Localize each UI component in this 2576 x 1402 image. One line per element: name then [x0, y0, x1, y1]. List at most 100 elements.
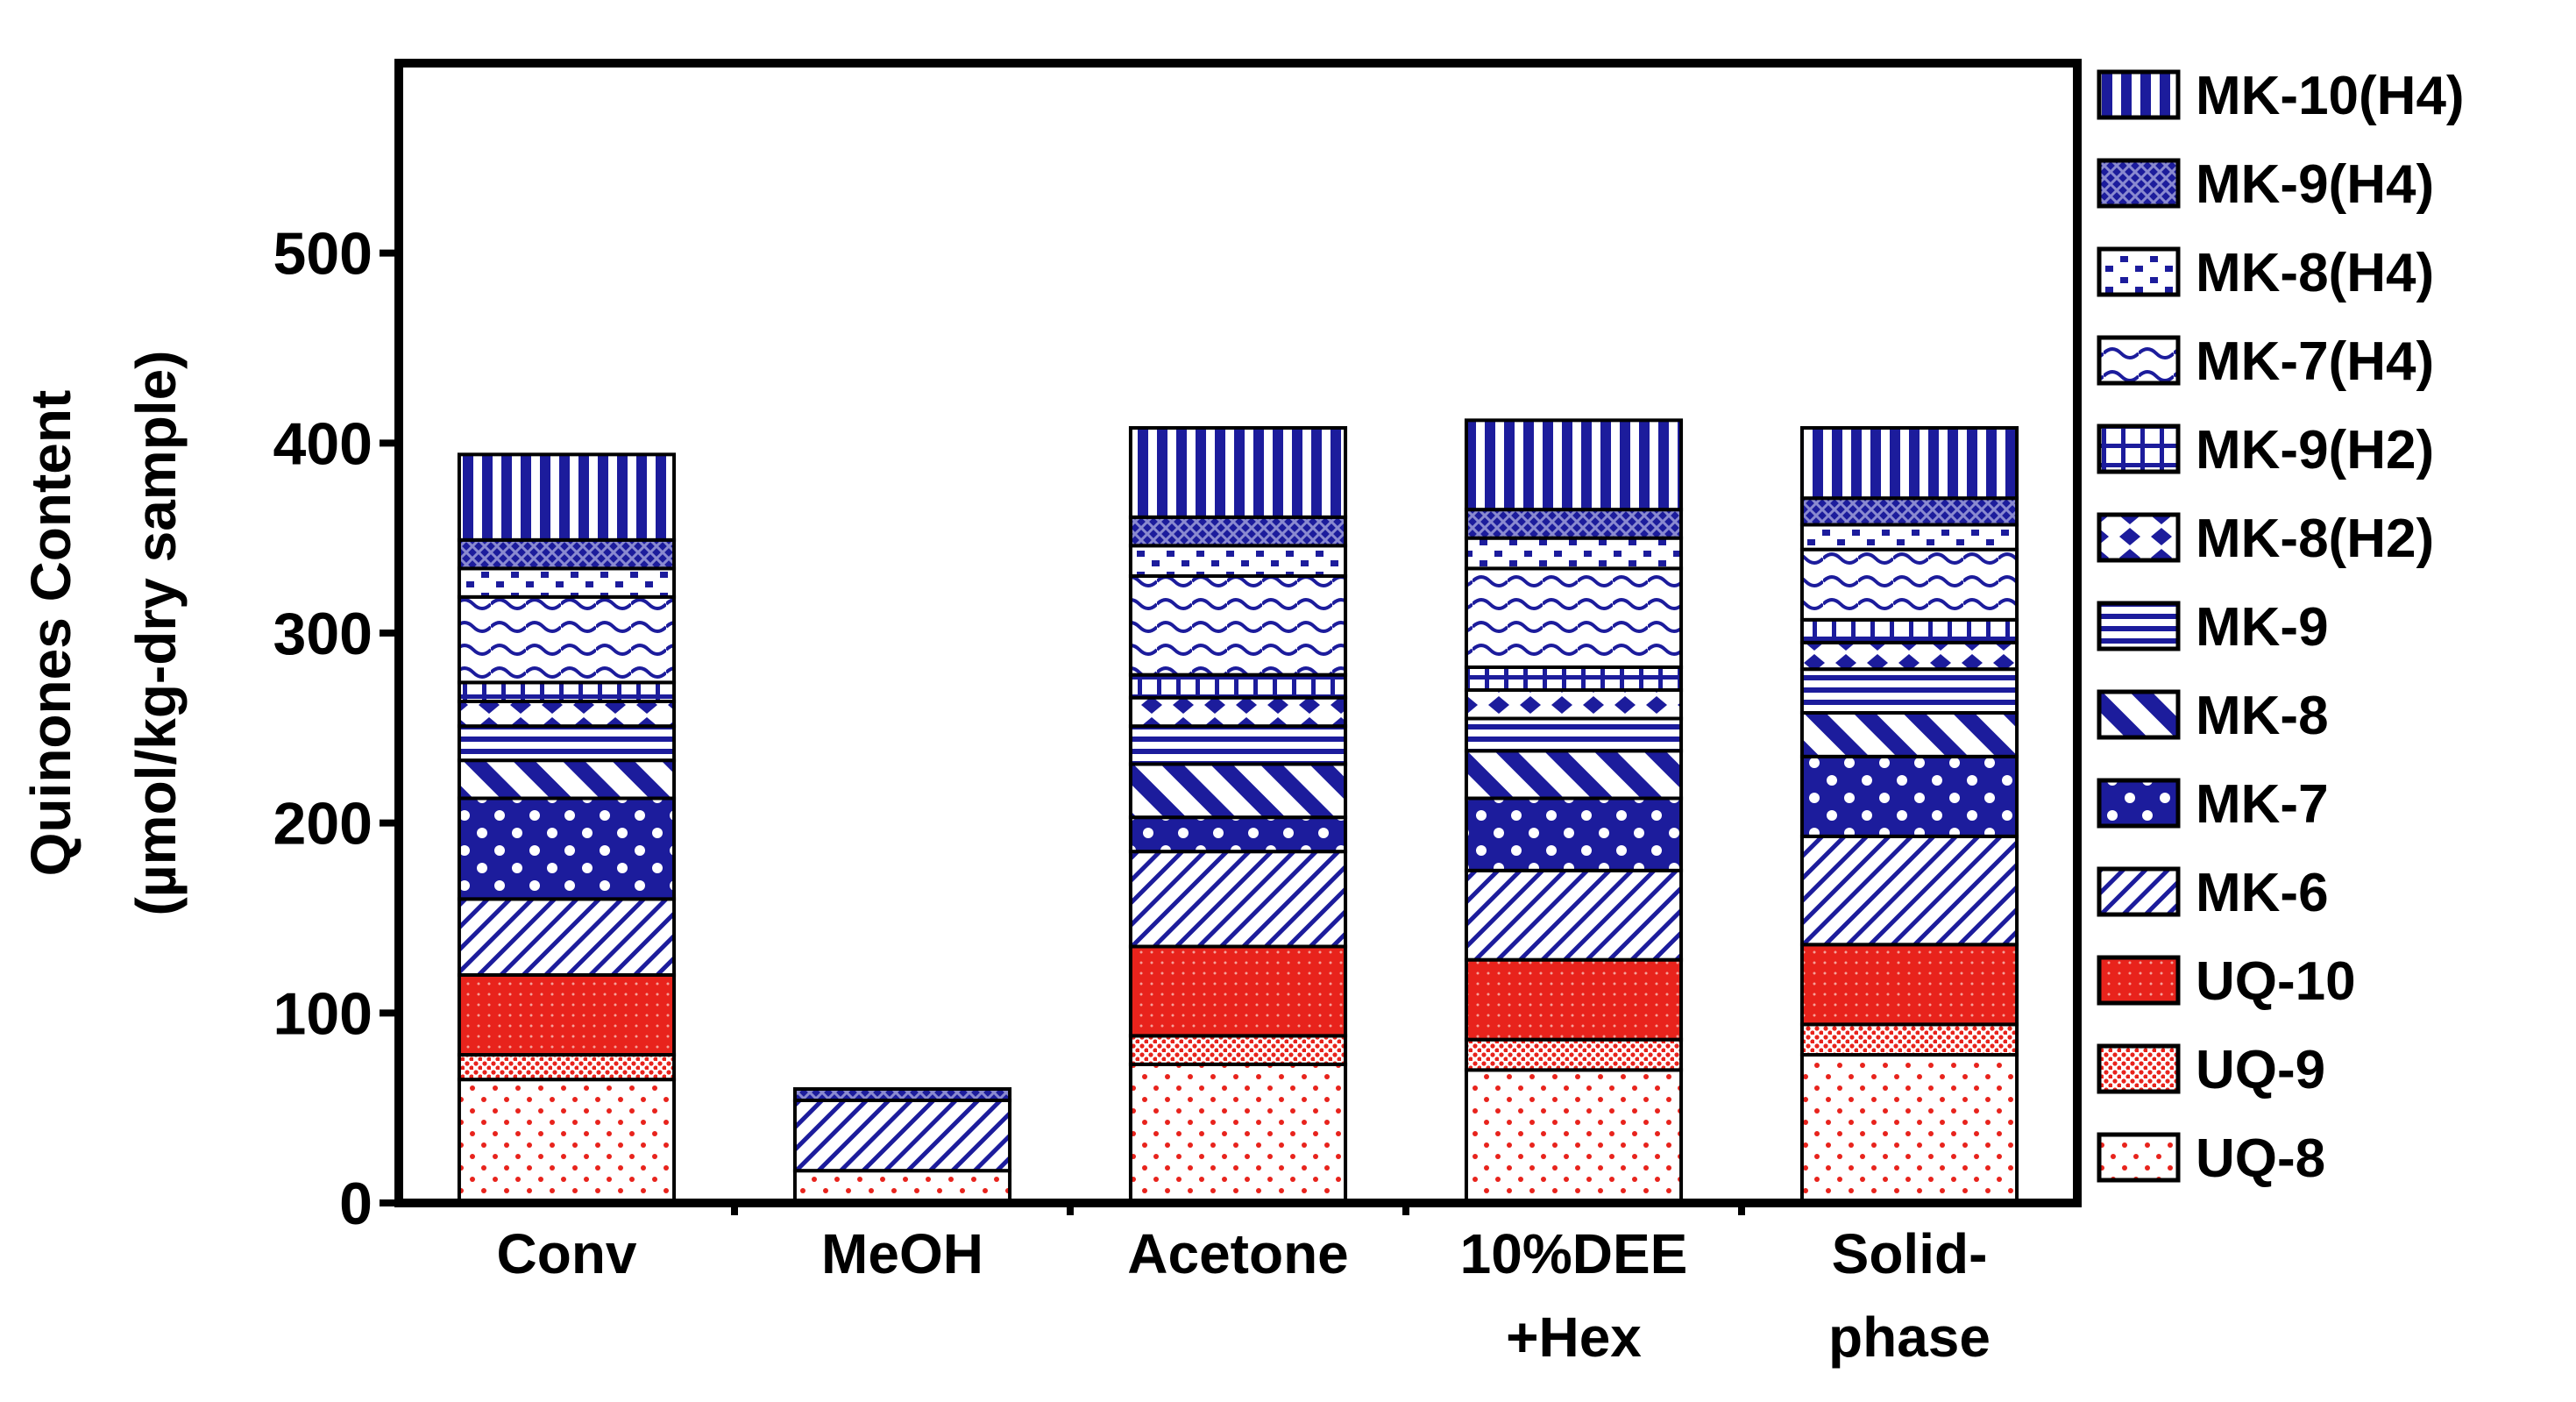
- bar-segment: [1128, 574, 1348, 677]
- bars: [457, 418, 2019, 1206]
- bar-segment: [1799, 711, 2019, 758]
- y-tick-label: 200: [273, 791, 373, 858]
- legend-swatch: [2097, 335, 2181, 386]
- x-tick-mark: [1738, 1206, 1745, 1215]
- bar-segment: [1464, 665, 1684, 692]
- bar-segment: [1464, 508, 1684, 540]
- y-tick-label: 100: [273, 980, 373, 1047]
- bar-segment: [1799, 834, 2019, 947]
- bar-segment: [1464, 796, 1684, 872]
- legend-label: MK-8: [2196, 686, 2329, 746]
- bar-segment: [1128, 544, 1348, 578]
- legend-swatch: [2097, 1132, 2181, 1183]
- bar-segment: [1464, 566, 1684, 669]
- legend-label: MK-10(H4): [2196, 66, 2465, 126]
- legend-swatch: [2097, 601, 2181, 651]
- legend-label: MK-7(H4): [2196, 331, 2434, 392]
- bar-segment: [1464, 688, 1684, 721]
- bar-segment: [457, 594, 677, 685]
- legend-swatch: [2097, 689, 2181, 740]
- y-tick-label: 500: [273, 221, 373, 288]
- bar-segment: [1799, 523, 2019, 552]
- bar-segment: [1128, 673, 1348, 700]
- y-axis-label-line: Quinones Content: [19, 390, 82, 877]
- bar-segment: [1128, 815, 1348, 854]
- bar-segment: [1799, 1022, 2019, 1057]
- bar-segment: [457, 897, 677, 978]
- bar-segment: [1464, 957, 1684, 1042]
- bar-segment: [1128, 944, 1348, 1038]
- x-tick-label: 10%DEE: [1460, 1222, 1688, 1285]
- y-axis-label: Quinones Content (µmol/kg-dry sample): [19, 351, 188, 916]
- bar-segment: [1799, 496, 2019, 527]
- bar-segment: [792, 1087, 1012, 1102]
- x-axis-ticks: Conv MeOH Acetone 10%DEE +Hex Solid-phase: [497, 1206, 1991, 1369]
- legend-swatch: [2097, 778, 2181, 829]
- bar-segment: [457, 724, 677, 763]
- legend-label: UQ-8: [2196, 1128, 2325, 1189]
- legend-swatch: [2097, 866, 2181, 917]
- bar-segment: [457, 1078, 677, 1205]
- legend-label: MK-8(H2): [2196, 509, 2434, 569]
- bar-segment: [457, 566, 677, 599]
- y-tick-label: 0: [339, 1171, 373, 1237]
- bar-segment: [1799, 640, 2019, 672]
- x-tick-label: Conv: [497, 1222, 637, 1285]
- bar-segment: [1128, 426, 1348, 519]
- bar-segment: [1128, 850, 1348, 949]
- bar-segment: [1464, 868, 1684, 962]
- x-tick-label: Solid-: [1832, 1222, 1988, 1285]
- bar-segment: [457, 452, 677, 542]
- legend-label: MK-7: [2196, 774, 2329, 835]
- x-tick-mark: [1067, 1206, 1074, 1215]
- bar-segment: [457, 537, 677, 571]
- bar-segment: [1128, 1034, 1348, 1066]
- legend-swatch: [2097, 158, 2181, 209]
- legend-swatch: [2097, 512, 2181, 563]
- bar-segment: [1464, 536, 1684, 571]
- bar-segment: [1799, 547, 2019, 622]
- bar-segment: [1799, 754, 2019, 838]
- bar-segment: [1464, 1037, 1684, 1072]
- y-axis-ticks: 0 100 200 300 400 500: [273, 221, 399, 1237]
- y-tick-label: 300: [273, 601, 373, 667]
- legend-label: MK-8(H4): [2196, 243, 2434, 303]
- x-tick-label: phase: [1828, 1306, 1991, 1369]
- legend: MK-10(H4) MK-9(H4) MK-8(H4) MK-7(H4) MK-9(H2…: [2097, 66, 2465, 1189]
- x-tick-label: MeOH: [821, 1222, 983, 1285]
- legend-swatch: [2097, 1043, 2181, 1094]
- bar-segment: [1128, 695, 1348, 729]
- bar-segment: [1464, 418, 1684, 512]
- bar-segment: [792, 1169, 1012, 1205]
- legend-swatch: [2097, 69, 2181, 120]
- x-tick-mark: [1402, 1206, 1409, 1215]
- legend-label: MK-9: [2196, 597, 2329, 658]
- legend-label: UQ-9: [2196, 1040, 2325, 1100]
- bar-segment: [1128, 1062, 1348, 1206]
- legend-swatch: [2097, 246, 2181, 297]
- bar-segment: [1464, 716, 1684, 753]
- bar-segment: [1128, 762, 1348, 820]
- bar-segment: [457, 796, 677, 901]
- x-tick-label: Acetone: [1127, 1222, 1349, 1285]
- x-tick-mark: [731, 1206, 738, 1215]
- bar-segment: [1128, 515, 1348, 548]
- bar-segment: [1799, 426, 2019, 501]
- bar-segment: [792, 1099, 1012, 1173]
- bar-segment: [1464, 1068, 1684, 1206]
- bar-segment: [457, 973, 677, 1057]
- y-axis-label-line: (µmol/kg-dry sample): [124, 351, 188, 916]
- bar-segment: [1464, 749, 1684, 801]
- bar-segment: [457, 700, 677, 729]
- bar-segment: [457, 680, 677, 703]
- bar-segment: [1799, 943, 2019, 1027]
- bar-segment: [1128, 724, 1348, 766]
- bar-segment: [1799, 1053, 2019, 1205]
- legend-label: MK-6: [2196, 863, 2329, 923]
- plot-frame: [394, 59, 2082, 1207]
- x-tick-label: +Hex: [1506, 1306, 1642, 1369]
- bar-segment: [1799, 667, 2019, 715]
- bar-segment: [457, 758, 677, 801]
- legend-swatch: [2097, 955, 2181, 1006]
